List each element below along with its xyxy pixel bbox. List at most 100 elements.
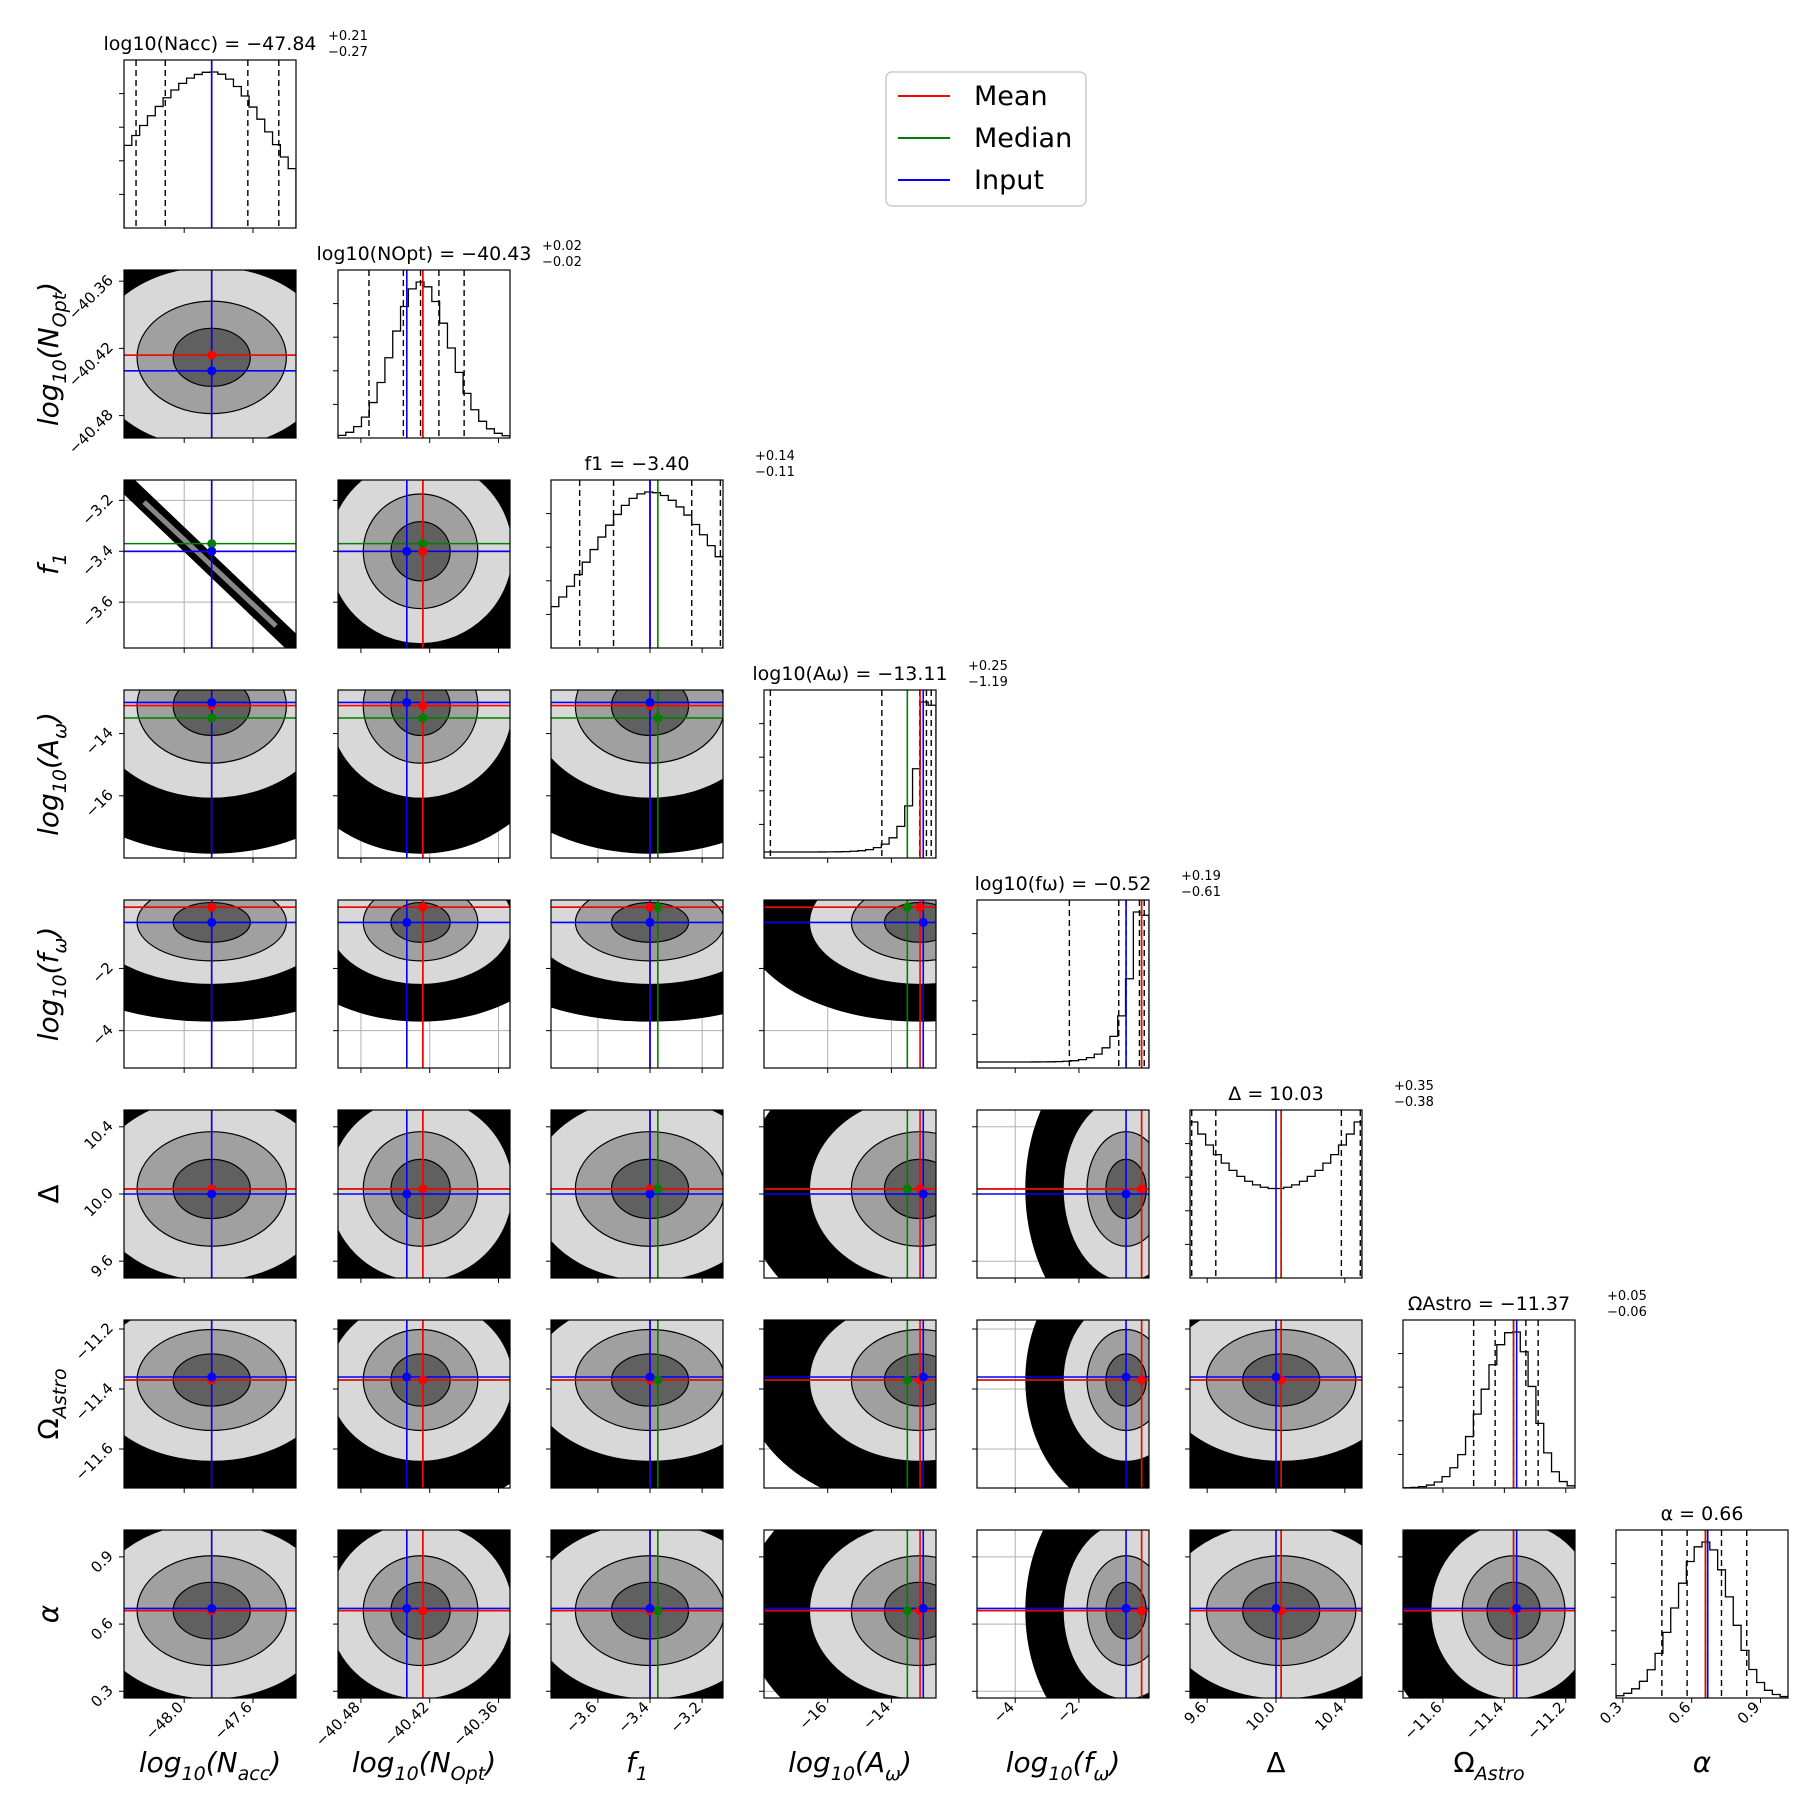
x-tick-label: −3.6 — [562, 1698, 600, 1736]
axes-frame — [763, 1529, 937, 1699]
y-axis-label-law: log10(Aω) — [32, 712, 71, 836]
x-tick-label: 0.6 — [1665, 1698, 1695, 1728]
mean-point — [418, 902, 428, 912]
err-minus-lnacc: −0.27 — [328, 45, 368, 60]
median-point — [418, 713, 428, 723]
scatter-panel-lfw-omega — [972, 1319, 1150, 1493]
axes-frame — [337, 899, 511, 1069]
input-point — [207, 366, 217, 376]
y-axis-label-f1: f1 — [32, 553, 71, 575]
y-tick-label: −4 — [88, 1021, 116, 1049]
median-point — [653, 1184, 663, 1194]
x-tick-label: −4 — [990, 1698, 1018, 1726]
scatter-panel-law-omega — [759, 1319, 937, 1493]
err-minus-law: −1.19 — [968, 675, 1008, 690]
hist-title-lfw: log10(fω) = −0.52 — [975, 873, 1152, 895]
axes-frame — [1402, 1319, 1576, 1489]
histogram-law — [764, 701, 936, 858]
err-minus-lnopt: −0.02 — [542, 255, 582, 270]
histogram-lnacc — [124, 71, 296, 228]
y-tick-label: −3.4 — [78, 541, 116, 579]
median-point — [653, 902, 663, 912]
hist-panel-law: log10(Aω) = −13.11 +0.25−1.19 — [752, 659, 1008, 863]
input-point — [1121, 1372, 1131, 1382]
hist-title-law: log10(Aω) = −13.11 — [752, 663, 947, 685]
y-tick-label: 0.6 — [87, 1614, 117, 1644]
hist-title-alpha: α = 0.66 — [1661, 1503, 1744, 1525]
input-point — [402, 917, 412, 927]
x-axis-label-lnopt: log10(NOpt) — [352, 1746, 496, 1785]
axes-frame — [976, 1319, 1150, 1489]
mean-point — [915, 902, 925, 912]
axes-frame — [123, 1319, 297, 1489]
x-axis-label-lfw: log10(fω) — [1006, 1746, 1121, 1785]
scatter-panel-law-alpha: −16 −14 — [759, 1529, 937, 1733]
input-point — [402, 546, 412, 556]
y-tick-label: 9.6 — [87, 1251, 117, 1281]
hist-panel-alpha: α = 0.66+0.07−0.080.30.60.9 — [1596, 1503, 1789, 1728]
x-tick-label: 10.4 — [1311, 1698, 1347, 1734]
x-axis-label-omega: ΩAstro — [1453, 1746, 1524, 1785]
y-axis-label-alpha: α — [32, 1604, 65, 1623]
y-tick-label: 10.0 — [80, 1184, 116, 1220]
y-tick-label: 0.3 — [87, 1681, 117, 1711]
input-point — [1271, 1372, 1281, 1382]
hist-title-delta: Δ = 10.03 — [1228, 1083, 1323, 1105]
histogram-alpha — [1616, 1541, 1788, 1698]
x-tick-label: −3.4 — [614, 1698, 652, 1736]
mean-point — [418, 701, 428, 711]
hist-title-lnopt: log10(NOpt) = −40.43 — [317, 243, 532, 265]
y-tick-label: −40.48 — [65, 406, 117, 458]
scatter-panel-lnopt-alpha: −40.48 −40.42 −40.36 — [312, 1529, 511, 1750]
scatter-panel-f1-delta — [546, 1109, 724, 1283]
scatter-panel-lfw-alpha: −4 −2 — [972, 1529, 1150, 1726]
scatter-panel-lnopt-law — [333, 689, 511, 863]
axes-frame — [976, 899, 1150, 1069]
input-point — [402, 1603, 412, 1613]
scatter-panel-f1-omega — [546, 1319, 724, 1493]
hist-title-f1: f1 = −3.40 — [584, 453, 689, 475]
x-tick-label: 0.9 — [1734, 1698, 1764, 1728]
y-tick-label: 10.4 — [80, 1117, 116, 1153]
scatter-panel-lnacc-f1: −3.6 −3.4 −3.2 — [78, 479, 297, 653]
x-axis-label-alpha: α — [1693, 1746, 1712, 1779]
input-point — [207, 546, 217, 556]
err-plus-lnacc: +0.21 — [328, 29, 368, 44]
mean-point — [418, 1375, 428, 1385]
median-point — [207, 539, 217, 549]
err-plus-f1: +0.14 — [755, 449, 795, 464]
scatter-panel-lfw-delta — [972, 1109, 1150, 1283]
legend-label-input: Input — [974, 165, 1044, 196]
input-point — [207, 1189, 217, 1199]
mean-point — [207, 902, 217, 912]
x-tick-label: 10.0 — [1242, 1698, 1278, 1734]
median-point — [418, 539, 428, 549]
axes-frame — [550, 1319, 724, 1489]
x-tick-label: −40.48 — [312, 1698, 364, 1750]
err-plus-lnopt: +0.02 — [542, 239, 582, 254]
mean-point — [1137, 1184, 1147, 1194]
legend-box — [885, 71, 1087, 207]
mean-point — [418, 546, 428, 556]
legend-label-mean: Mean — [974, 81, 1048, 112]
err-minus-omega: −0.06 — [1607, 1305, 1647, 1320]
scatter-panel-law-delta — [759, 1109, 937, 1283]
input-point — [918, 1189, 928, 1199]
hist-panel-f1: f1 = −3.40 +0.14−0.11 — [546, 449, 795, 653]
y-tick-label: −3.2 — [78, 490, 116, 528]
axes-frame — [550, 689, 724, 859]
y-tick-label: −3.6 — [78, 592, 116, 630]
scatter-panel-lnopt-delta — [333, 1109, 511, 1283]
input-point — [645, 1603, 655, 1613]
x-axis-label-lnacc: log10(Nacc) — [139, 1746, 281, 1785]
scatter-panel-lnacc-lfw: −4 −2 — [88, 899, 297, 1073]
x-axis-label-delta: Δ — [1266, 1746, 1285, 1779]
axes-frame — [337, 479, 511, 649]
axes-frame — [337, 689, 511, 859]
axes-frame — [337, 269, 511, 439]
y-tick-label: −2 — [88, 959, 116, 987]
input-point — [207, 1372, 217, 1382]
axes-frame — [763, 689, 937, 859]
mean-point — [418, 1184, 428, 1194]
y-tick-label: 0.9 — [87, 1547, 117, 1577]
